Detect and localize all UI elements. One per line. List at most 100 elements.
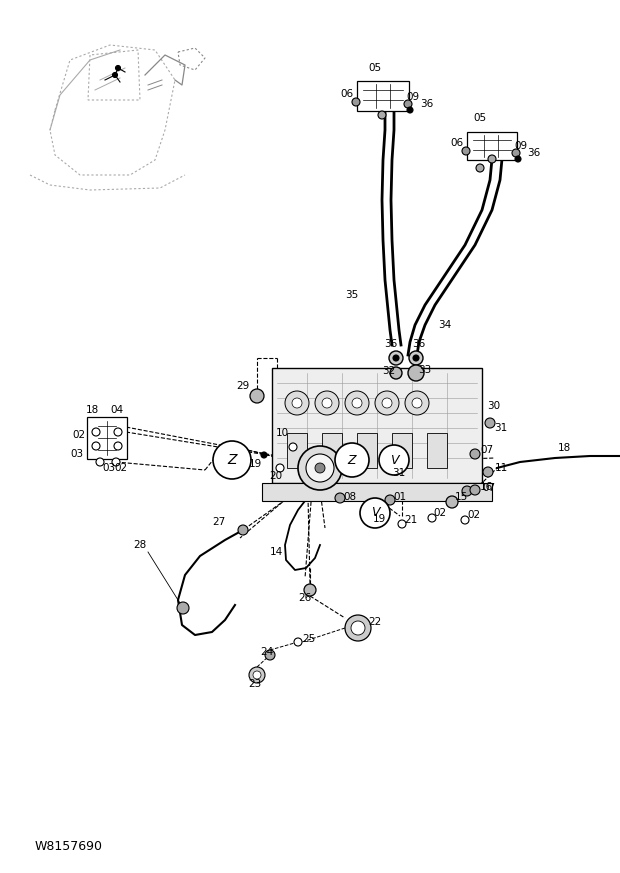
Circle shape [294,638,302,646]
Circle shape [360,498,390,528]
Circle shape [114,442,122,450]
Text: 08: 08 [343,492,356,502]
Text: 07: 07 [482,483,495,493]
Circle shape [92,442,100,450]
Text: 02: 02 [467,510,480,520]
Circle shape [289,443,297,451]
Circle shape [409,351,423,365]
Text: 31: 31 [494,423,507,433]
Circle shape [378,111,386,119]
Circle shape [315,391,339,415]
Circle shape [515,156,521,162]
Circle shape [114,428,122,436]
Text: 18: 18 [558,443,571,453]
Circle shape [428,514,436,522]
Circle shape [261,452,267,458]
Circle shape [276,464,284,472]
Circle shape [485,418,495,428]
Circle shape [470,485,480,495]
Circle shape [462,147,470,155]
Text: 21: 21 [404,515,417,525]
Circle shape [390,367,402,379]
Circle shape [92,428,100,436]
Circle shape [96,458,104,466]
Circle shape [115,65,120,71]
Text: Z: Z [228,453,237,467]
Text: 36: 36 [412,339,425,349]
Bar [322,433,342,468]
Text: 25: 25 [302,634,315,644]
Bar [392,433,412,468]
Circle shape [371,518,379,526]
Text: 15: 15 [455,492,468,502]
Text: 02: 02 [72,430,85,440]
Circle shape [335,443,369,477]
Text: 24: 24 [260,647,273,657]
Text: 14: 14 [270,547,283,557]
Text: 06: 06 [450,138,463,148]
Text: 09: 09 [514,141,527,151]
Bar [427,433,447,468]
Text: 36: 36 [384,339,397,349]
Circle shape [351,621,365,635]
Circle shape [306,454,334,482]
Text: 19: 19 [373,514,386,524]
Circle shape [382,398,392,408]
Text: 33: 33 [418,365,432,375]
Text: 05: 05 [473,113,486,123]
Circle shape [404,100,412,108]
FancyBboxPatch shape [357,81,409,111]
Circle shape [483,467,493,477]
Bar [357,433,377,468]
Circle shape [335,493,345,503]
Circle shape [393,355,399,361]
Circle shape [249,667,265,683]
Text: V: V [371,506,379,519]
Circle shape [298,446,342,490]
Circle shape [408,365,424,381]
Text: Z: Z [348,453,356,466]
Text: 29: 29 [236,381,249,391]
Text: 09: 09 [406,92,419,102]
Text: 20: 20 [269,471,282,481]
Text: 30: 30 [487,401,500,411]
Text: 03: 03 [102,463,115,473]
Text: 27: 27 [212,517,225,527]
Text: 10: 10 [276,428,289,438]
Text: W8157690: W8157690 [35,840,103,853]
Circle shape [488,155,496,163]
Circle shape [250,389,264,403]
Text: 04: 04 [110,405,123,415]
Circle shape [345,615,371,641]
Text: 05: 05 [368,63,381,73]
Circle shape [461,516,469,524]
Text: 02: 02 [114,463,127,473]
Circle shape [304,584,316,596]
Text: 19: 19 [249,459,262,469]
Circle shape [412,398,422,408]
Circle shape [379,445,409,475]
Circle shape [446,496,458,508]
Text: 02: 02 [433,508,446,518]
Circle shape [405,391,429,415]
Text: 32: 32 [382,366,396,376]
Circle shape [407,107,413,113]
Text: 16: 16 [480,482,494,492]
Bar [272,368,482,483]
Circle shape [352,398,362,408]
Text: 11: 11 [495,463,508,473]
Text: 07: 07 [480,445,493,455]
FancyBboxPatch shape [87,417,127,459]
Circle shape [292,398,302,408]
Text: 06: 06 [340,89,353,99]
Circle shape [385,495,395,505]
Text: 18: 18 [86,405,99,415]
Circle shape [285,391,309,415]
Circle shape [345,391,369,415]
Text: V: V [390,453,398,466]
Circle shape [112,458,120,466]
Text: 26: 26 [298,593,311,603]
Text: 36: 36 [527,148,540,158]
Text: 35: 35 [345,290,358,300]
Bar [287,433,307,468]
